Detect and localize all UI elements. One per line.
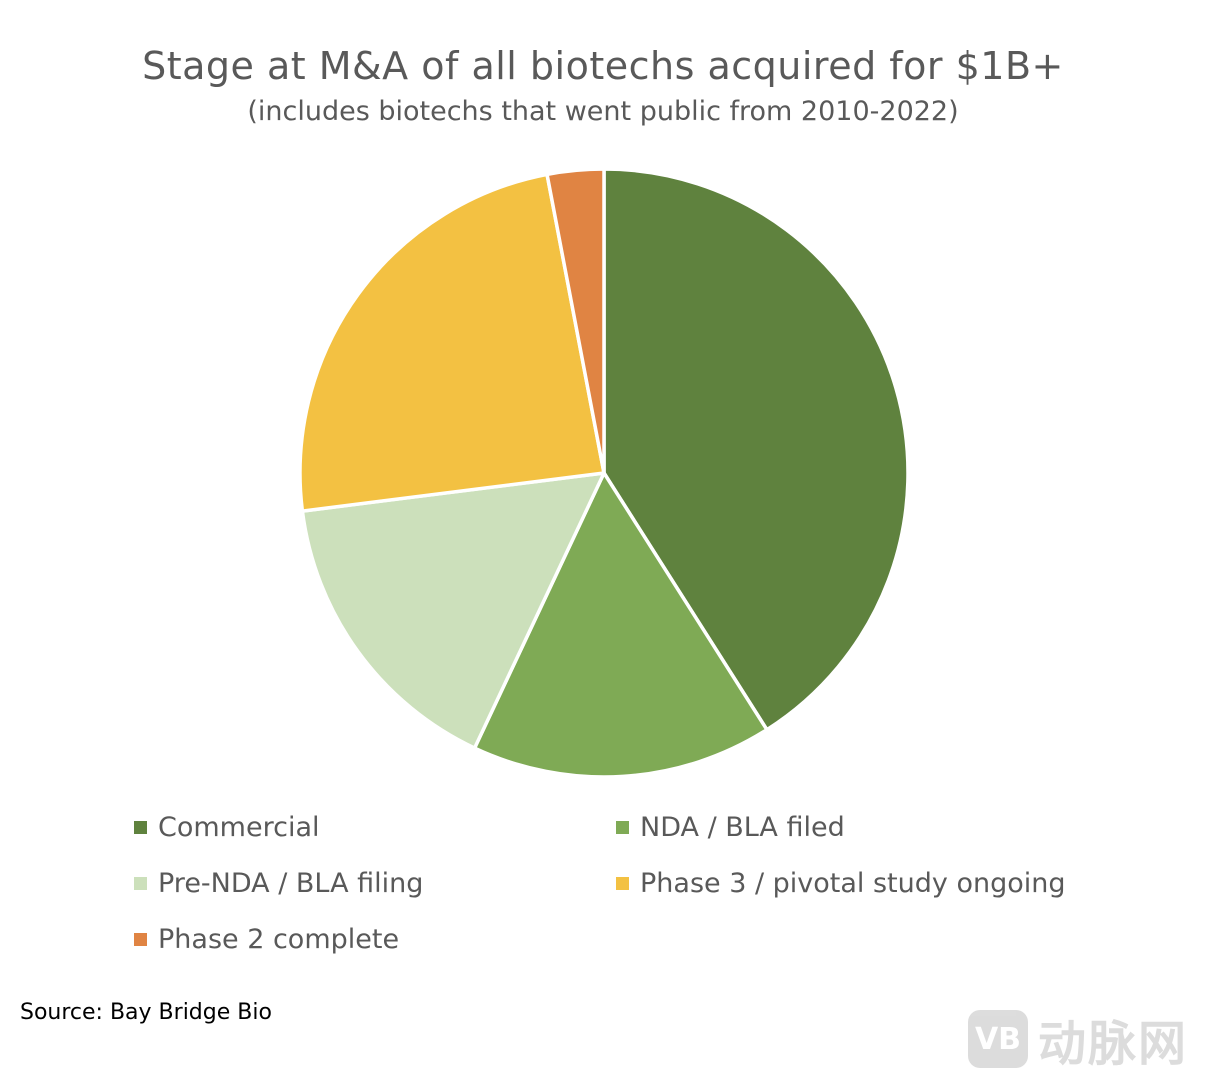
legend-label: Phase 2 complete (158, 924, 400, 955)
pie-slice-nda-bla-filed (472, 471, 769, 779)
legend-label: NDA / BLA filed (640, 812, 845, 843)
chart-title: Stage at M&A of all biotechs acquired fo… (142, 44, 1064, 88)
watermark-text: 动脉网 (1038, 1016, 1189, 1072)
legend-label: Pre-NDA / BLA filing (158, 868, 424, 899)
legend-item: NDA / BLA filed (616, 812, 845, 843)
legend-label: Phase 3 / pivotal study ongoing (640, 868, 1066, 899)
pie-slice-pre-nda-bla-filing (300, 471, 606, 750)
legend-swatch (134, 933, 147, 946)
legend-item: Phase 3 / pivotal study ongoing (616, 868, 1066, 899)
legend-item: Pre-NDA / BLA filing (134, 868, 423, 899)
watermark-logo-icon: VB (968, 1010, 1028, 1068)
legend-item: Commercial (134, 812, 320, 843)
chart-subtitle: (includes biotechs that went public from… (247, 96, 959, 127)
watermark: VB 动脉网 (968, 1004, 1188, 1074)
pie-slice-phase-2-complete (545, 167, 606, 475)
legend-swatch (616, 821, 629, 834)
pie-chart (298, 167, 910, 779)
legend-swatch (134, 877, 147, 890)
legend-swatch (134, 821, 147, 834)
legend-item: Phase 2 complete (134, 924, 399, 955)
pie-slice-phase-3-pivotal-study-ongoing (298, 172, 606, 513)
legend-label: Commercial (158, 812, 320, 843)
source-note: Source: Bay Bridge Bio (20, 1000, 272, 1025)
legend-swatch (616, 877, 629, 890)
